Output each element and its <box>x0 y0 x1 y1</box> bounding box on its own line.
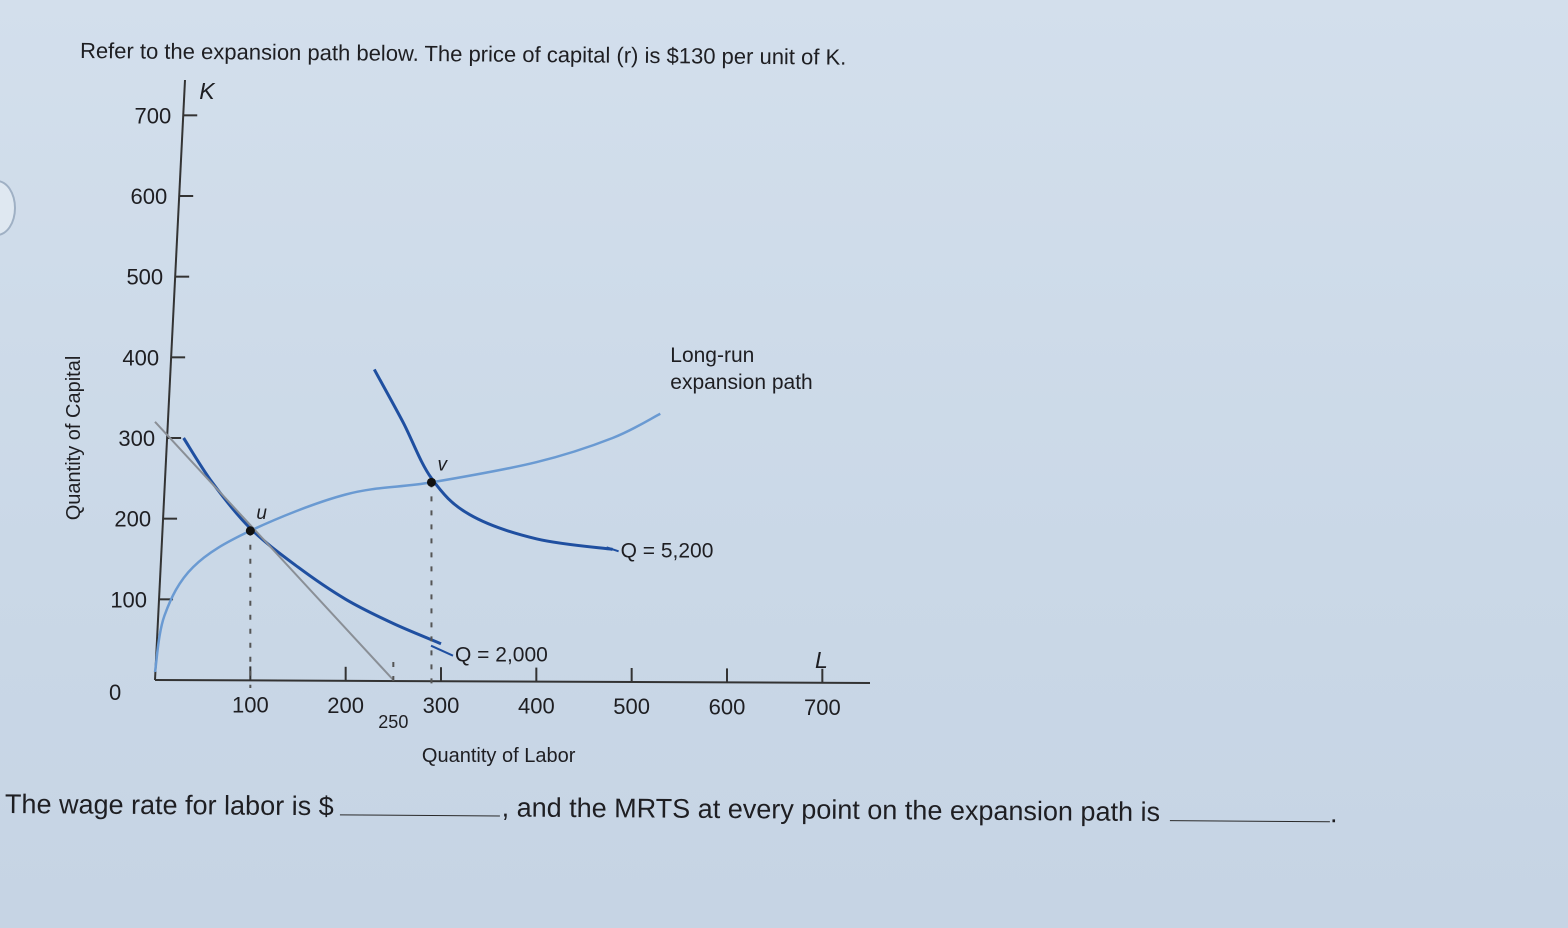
isoquant-curve-1 <box>372 368 613 551</box>
y-tick-label-200: 200 <box>114 507 151 532</box>
isocost-line <box>154 421 395 681</box>
point-v <box>426 477 436 487</box>
x-tick-label-200: 200 <box>327 693 364 718</box>
isoquant-q2000-label: Q = 2,000 <box>455 644 548 667</box>
y-axis-line <box>154 79 186 681</box>
question-part1: The wage rate for labor is $ <box>4 789 334 822</box>
y-tick-label-400: 400 <box>122 345 159 370</box>
x-tick-label-300: 300 <box>423 693 460 718</box>
isoquant-q2000-pointer <box>430 644 454 657</box>
x-tick-label-400: 400 <box>518 694 555 719</box>
y-tick-label-600: 600 <box>130 184 167 209</box>
question-part3: . <box>1329 798 1338 829</box>
isoquant-q5200-pointer <box>606 546 619 553</box>
y-tick-label-500: 500 <box>126 265 163 290</box>
question-part2: , and the MRTS at every point on the exp… <box>501 792 1161 828</box>
expansion-path-label-line1: Long-run <box>670 344 754 367</box>
x-axis-title: Quantity of Labor <box>422 745 576 767</box>
isoquant-q5200-label: Q = 5,200 <box>621 539 714 562</box>
point-u <box>245 526 255 536</box>
y-tick-label-700: 700 <box>135 103 172 128</box>
wage-rate-blank[interactable] <box>339 788 500 817</box>
x-tick-label-100: 100 <box>232 692 269 717</box>
isoquant-curve-0 <box>182 437 442 646</box>
x-tick-label-500: 500 <box>613 694 650 719</box>
x-tick-label-600: 600 <box>709 694 746 719</box>
point-label-u: u <box>256 503 267 524</box>
x-axis-variable: L <box>815 647 828 673</box>
y-tick-label-300: 300 <box>118 426 155 451</box>
y-axis-title: Quantity of Capital <box>63 356 85 521</box>
x-axis-line <box>154 679 871 684</box>
point-label-v: v <box>437 454 448 475</box>
y-axis-variable: K <box>199 78 216 104</box>
expansion-path-label-line2: expansion path <box>670 371 812 394</box>
x-tick-label-700: 700 <box>804 695 841 720</box>
mrts-blank[interactable] <box>1169 794 1331 823</box>
origin-label: 0 <box>109 680 121 705</box>
expansion-path-curve <box>153 412 661 673</box>
x-tick-label-250: 250 <box>378 712 408 732</box>
y-tick-label-100: 100 <box>110 587 147 612</box>
